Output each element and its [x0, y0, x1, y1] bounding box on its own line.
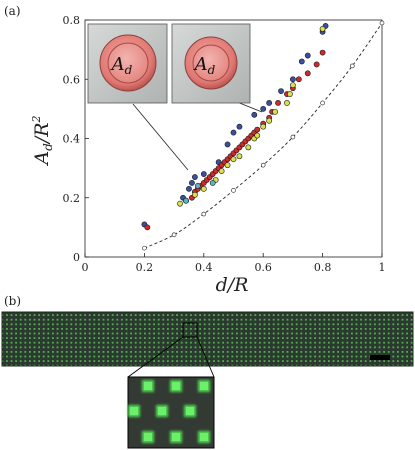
scatter-point-series-0	[278, 88, 284, 94]
scatter-point-series-2	[266, 117, 273, 124]
zoom-dot	[186, 407, 194, 415]
x-ticks: 0 0.2 0.4 0.6 0.8 1	[82, 253, 386, 274]
scatter-point-series-0	[251, 111, 258, 118]
zoom-dot	[200, 433, 208, 441]
x-tick-label: 0.8	[314, 261, 332, 274]
scatter-point-series-4	[290, 134, 296, 140]
inset-left-label: Ad	[110, 54, 133, 77]
scatter-point-series-2	[191, 191, 198, 198]
inset-photo-left: Ad	[87, 23, 168, 104]
scatter-point-series-4	[320, 100, 325, 106]
scatter-point-series-1	[304, 70, 311, 77]
y-tick-label: 0.4	[63, 133, 81, 146]
scatter-point-series-2	[218, 168, 225, 174]
scatter-point-series-3	[209, 180, 216, 186]
scatter-point-series-2	[254, 132, 261, 139]
zoom-dot	[172, 382, 180, 390]
zoom-region-box	[182, 322, 198, 338]
scatter-point-series-1	[254, 126, 261, 133]
scatter-point-series-2	[236, 153, 243, 160]
zoom-line-left	[127, 336, 184, 378]
scatter-point-series-0	[189, 180, 195, 186]
scatter-point-series-2	[284, 100, 290, 106]
scatter-point-series-2	[260, 123, 267, 130]
scatter-point-series-0	[289, 76, 296, 83]
inset-right-label: Ad	[193, 54, 216, 77]
scatter-point-series-0	[230, 129, 237, 136]
scatter-point-series-2	[272, 108, 278, 115]
scatter-point-series-0	[186, 185, 192, 192]
y-tick-label: 0.6	[63, 73, 81, 86]
zoom-dots	[128, 380, 210, 443]
y-axis-label: Ad/R2	[30, 115, 55, 166]
zoom-dot	[158, 407, 166, 415]
scale-bar	[370, 355, 390, 360]
x-axis-label: d/R	[216, 274, 249, 296]
scatter-point-series-0	[298, 58, 305, 65]
scatter-point-series-1	[319, 49, 326, 56]
scatter-point-series-1	[295, 76, 302, 83]
inset-photo-right: Ad	[171, 23, 251, 104]
microscopy-strip	[1, 311, 414, 367]
x-tick-label: 0.6	[254, 261, 272, 274]
x-tick-label: 0	[82, 261, 89, 274]
zoom-dot	[144, 433, 152, 441]
y-ticks: 0 0.2 0.4 0.6 0.8	[63, 14, 89, 264]
scatter-point-series-2	[289, 82, 296, 89]
scatter-points	[141, 20, 385, 251]
inset-right-pointer	[236, 101, 263, 113]
scatter-point-series-0	[260, 105, 267, 112]
scatter-point-series-2	[230, 156, 237, 163]
scatter-point-series-4	[379, 20, 385, 26]
scatter-point-series-3	[183, 197, 189, 204]
scatter-point-series-0	[236, 123, 243, 130]
scatter-point-series-1	[144, 224, 151, 231]
scatter-point-series-0	[304, 52, 311, 59]
zoom-dot	[130, 407, 138, 415]
scatter-point-series-4	[349, 63, 355, 69]
scatter-point-series-4	[231, 188, 236, 193]
scatter-point-series-0	[224, 141, 231, 148]
zoom-dot	[172, 433, 180, 441]
scatter-point-series-4	[260, 162, 266, 168]
zoom-line-right	[196, 336, 215, 378]
y-tick-label: 0	[73, 251, 80, 264]
scatter-point-series-4	[201, 211, 207, 217]
scatter-point-series-2	[224, 162, 231, 169]
scatter-point-series-1	[275, 100, 281, 106]
scatter-point-series-4	[142, 245, 147, 251]
scatter-point-series-1	[313, 61, 320, 68]
x-tick-label: 0.4	[195, 261, 213, 274]
x-tick-label: 0.2	[136, 261, 154, 274]
panel-a-label: (a)	[4, 4, 21, 18]
scatter-point-series-2	[245, 144, 252, 151]
scatter-point-series-3	[194, 182, 201, 189]
scatter-point-series-2	[319, 25, 326, 32]
scatter-point-series-2	[200, 185, 207, 192]
y-tick-label: 0.8	[63, 14, 81, 27]
inset-left-pointer	[132, 103, 189, 171]
y-tick-label: 0.2	[63, 192, 81, 205]
scatter-point-series-0	[266, 100, 273, 106]
scatter-point-series-0	[191, 174, 198, 180]
scatter-point-series-0	[200, 171, 207, 177]
zoom-dot	[144, 382, 152, 390]
panel-b-label: (b)	[4, 294, 21, 308]
scatter-point-series-2	[287, 91, 293, 97]
x-tick-label: 1	[379, 261, 386, 274]
scatter-point-series-2	[177, 200, 183, 207]
scatter-point-series-4	[171, 232, 177, 238]
zoom-dot	[200, 382, 208, 390]
